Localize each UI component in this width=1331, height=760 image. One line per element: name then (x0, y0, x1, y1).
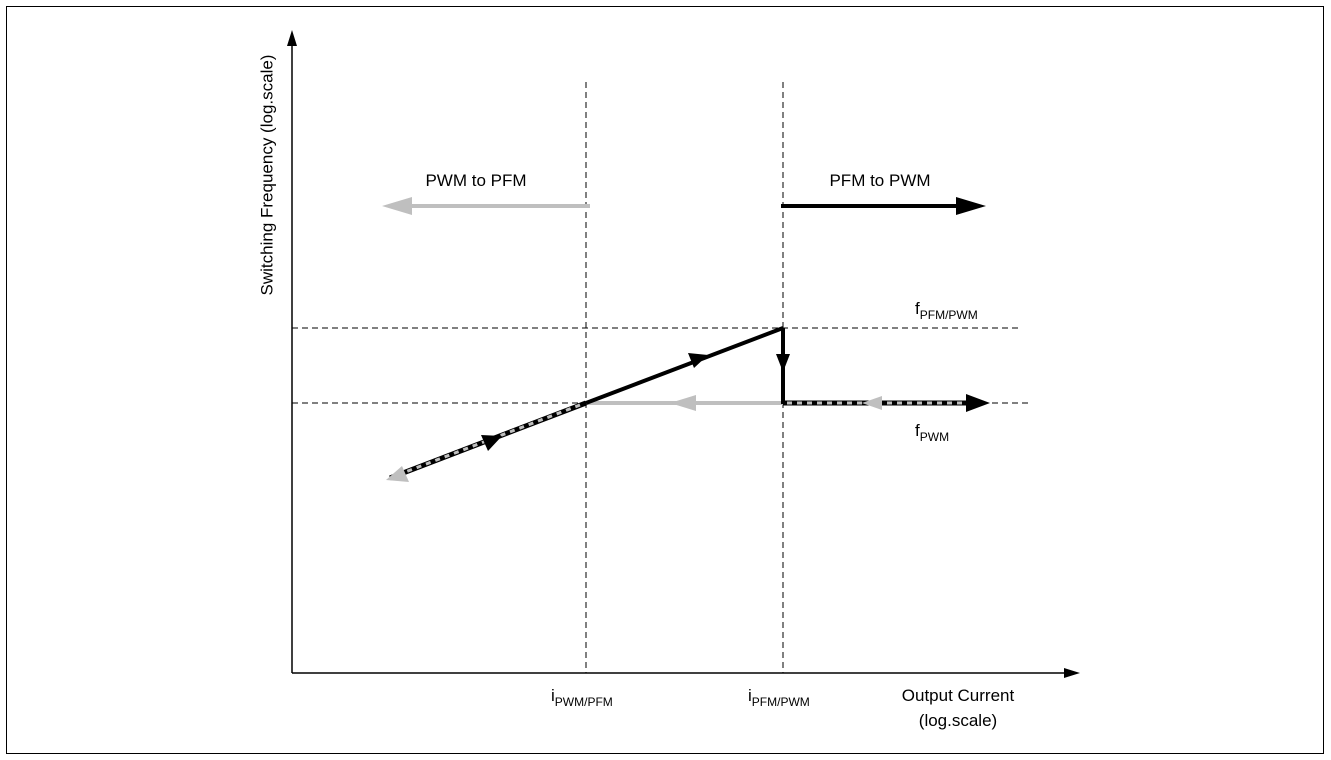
pfm-to-pwm-arrowhead (956, 197, 986, 215)
f-pwm-label: fPWM (915, 421, 949, 444)
pwm-combined-left-arrowhead (862, 396, 882, 410)
i-pwm-pfm-label: iPWM/PFM (551, 686, 613, 709)
i-pfm-pwm-label: iPFM/PWM (748, 686, 810, 709)
pfm-combined-slope-dots (394, 403, 581, 478)
pfm-to-pwm-drop-arrowhead (776, 354, 790, 372)
pfm-to-pwm-label: PFM to PWM (829, 171, 930, 190)
x-axis-label-line1: Output Current (902, 686, 1015, 705)
x-axis-arrowhead (1064, 668, 1080, 678)
x-axis-label-line2: (log.scale) (919, 711, 997, 730)
i-pfm-pwm-subscript: PFM/PWM (752, 695, 810, 709)
diagram-frame (6, 6, 1324, 754)
pwm-return-path-arrowhead (670, 395, 696, 411)
f-pfm-pwm-main: f (915, 299, 920, 318)
pwm-combined-right-arrowhead (966, 394, 990, 412)
i-pfm-pwm-main: i (748, 686, 752, 705)
pwm-to-pfm-arrowhead (382, 197, 412, 215)
pwm-to-pfm-label: PWM to PFM (425, 171, 526, 190)
f-pfm-pwm-subscript: PFM/PWM (920, 308, 978, 322)
i-pwm-pfm-main: i (551, 686, 555, 705)
i-pwm-pfm-subscript: PWM/PFM (555, 695, 613, 709)
y-axis-arrowhead (287, 30, 297, 46)
f-pwm-main: f (915, 421, 920, 440)
y-axis-label: Switching Frequency (log.scale) (257, 55, 276, 296)
f-pwm-subscript: PWM (920, 430, 949, 444)
f-pfm-pwm-label: fPFM/PWM (915, 299, 978, 322)
pfm-rising-path (585, 326, 784, 405)
pfm-rising-path-arrowhead (688, 353, 708, 368)
pfm-combined-slope-right-arrowhead (481, 435, 502, 451)
pfm-combined-slope-left-arrowhead (386, 466, 409, 482)
